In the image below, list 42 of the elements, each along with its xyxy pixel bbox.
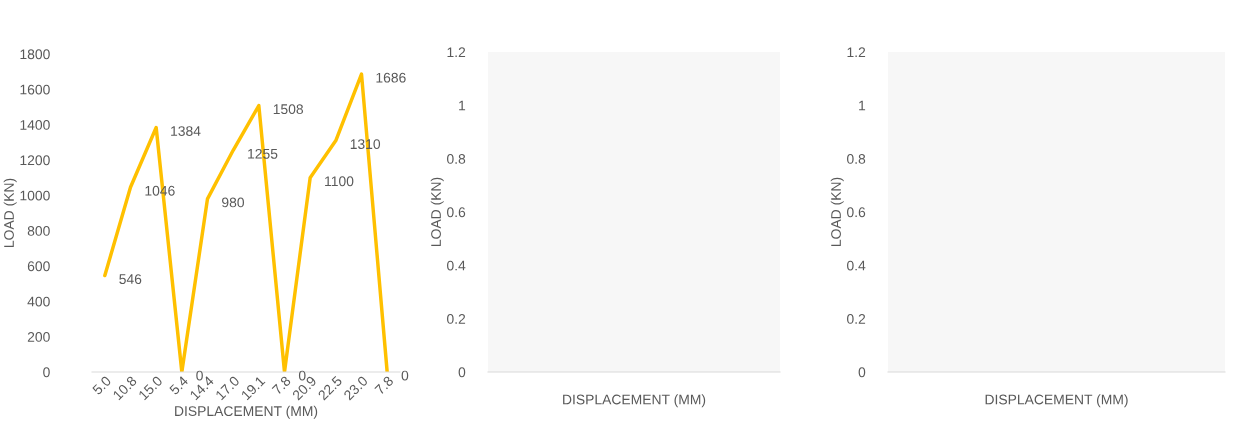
y-tick-label: 0.6 — [447, 207, 466, 218]
y-tick-label: 200 — [27, 332, 50, 342]
y-tick-label: 0.8 — [447, 154, 466, 164]
y-tick-label: 1 — [859, 100, 866, 111]
y-tick-label: 0 — [858, 367, 866, 378]
y-axis-title: LOAD (KN) — [3, 178, 17, 247]
data-label: 980 — [222, 197, 245, 208]
y-tick-label: 0.2 — [447, 314, 466, 324]
x-axis-title: DISPLACEMENT (MM) — [175, 405, 318, 419]
y-tick-label: 800 — [27, 226, 50, 236]
data-label: 1100 — [325, 176, 354, 187]
x-tick-label: 7.8 — [271, 375, 292, 396]
y-axis-title: LOAD (KN) — [430, 177, 444, 246]
data-label: 1508 — [273, 104, 304, 115]
y-tick-label: 1800 — [20, 49, 50, 60]
y-tick-label: 600 — [27, 261, 50, 272]
x-tick-label: 5.0 — [91, 375, 112, 396]
y-tick-label: 1 — [459, 100, 466, 111]
x-tick-label: 19.1 — [240, 375, 266, 401]
data-label: 1384 — [171, 126, 201, 136]
data-label: 546 — [119, 274, 142, 285]
y-tick-label: 0 — [458, 367, 466, 378]
y-tick-label: 0.6 — [847, 207, 866, 218]
x-axis-title: DISPLACEMENT (MM) — [563, 394, 706, 408]
data-label: 0 — [401, 370, 409, 381]
y-tick-label: 1600 — [20, 84, 50, 95]
y-tick-label: 1000 — [20, 190, 50, 201]
y-tick-label: 1400 — [20, 120, 50, 130]
y-tick-label: 0.4 — [847, 260, 866, 271]
y-tick-label: 0.4 — [447, 260, 466, 271]
y-tick-label: 1200 — [20, 155, 50, 166]
y-axis-title: LOAD (KN) — [830, 177, 844, 246]
y-tick-label: 1.2 — [847, 47, 866, 58]
y-tick-label: 0.2 — [847, 314, 866, 324]
y-tick-label: 0.8 — [847, 154, 866, 164]
y-tick-label: 400 — [27, 296, 50, 307]
x-tick-label: 7.8 — [374, 375, 394, 396]
y-tick-label: 0 — [43, 367, 50, 378]
data-label: 1686 — [376, 72, 406, 83]
y-tick-label: 1.2 — [447, 47, 466, 58]
x-tick-label: 5.4 — [168, 375, 189, 396]
x-axis-title: DISPLACEMENT (MM) — [985, 394, 1128, 408]
